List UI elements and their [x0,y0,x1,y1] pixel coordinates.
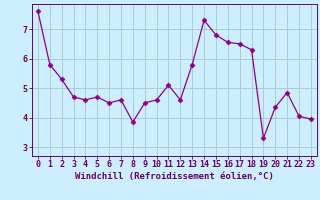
X-axis label: Windchill (Refroidissement éolien,°C): Windchill (Refroidissement éolien,°C) [75,172,274,181]
